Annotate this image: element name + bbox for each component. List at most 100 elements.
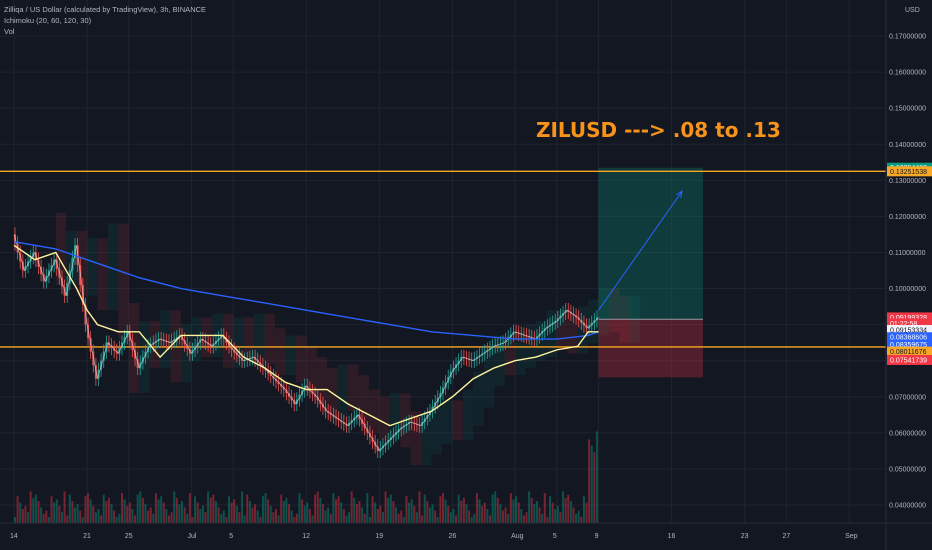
ichimoku-cloud-segment: [442, 400, 453, 444]
ichimoku-cloud-segment: [285, 335, 296, 376]
x-tick-label: Sep: [845, 533, 858, 540]
ichimoku-cloud-segment: [55, 212, 67, 285]
ichimoku-cloud-segment: [515, 331, 526, 376]
ichimoku-cloud-segment: [87, 238, 98, 296]
volume-bar: [97, 509, 100, 523]
volume-bar: [55, 499, 58, 523]
volume-bar: [543, 493, 546, 523]
volume-bar: [538, 507, 541, 523]
volume-bar: [319, 497, 322, 523]
volume-bar: [92, 505, 95, 523]
volume-bar: [564, 497, 567, 523]
volume-bar: [194, 496, 197, 523]
volume-bar: [481, 505, 484, 523]
y-tick-label: 0.05000000: [889, 466, 926, 473]
volume-bar: [183, 507, 186, 523]
volume-bar: [525, 512, 528, 523]
volume-bar: [405, 496, 408, 523]
volume-bar: [413, 505, 416, 523]
x-tick-label: 19: [375, 533, 383, 540]
volume-bar: [517, 502, 520, 523]
volume-bar: [214, 501, 217, 523]
volume-bar: [165, 509, 168, 523]
volume-bar: [201, 505, 204, 523]
volume-bar: [368, 517, 371, 523]
position-stop-zone[interactable]: [598, 319, 703, 378]
volume-bar: [68, 494, 71, 523]
volume-bar: [175, 497, 178, 523]
ichimoku-cloud-segment: [337, 364, 349, 419]
volume-bar: [107, 497, 110, 523]
position-target-zone[interactable]: [598, 167, 703, 320]
projection-arrow-line[interactable]: [598, 190, 683, 311]
volume-bar: [144, 504, 147, 523]
series-line-2[interactable]: [13, 244, 599, 427]
ichimoku-cloud-segment: [598, 288, 610, 336]
x-tick-label: 26: [448, 533, 456, 540]
volume-bar: [509, 493, 512, 523]
volume-bar: [452, 509, 455, 523]
volume-bar: [434, 510, 437, 523]
volume-bar: [562, 491, 565, 523]
y-tick-label: 0.14000000: [889, 142, 926, 149]
volume-indicator-label[interactable]: Vol: [4, 27, 15, 36]
volume-bar: [316, 491, 319, 523]
volume-bar: [569, 501, 572, 523]
volume-bar: [577, 510, 580, 523]
volume-bar: [475, 493, 478, 523]
volume-bar: [465, 504, 468, 523]
volume-bar: [415, 512, 418, 523]
volume-bar: [528, 491, 531, 523]
volume-bar: [285, 497, 288, 523]
volume-bar: [439, 496, 442, 523]
volume-bar: [444, 499, 447, 523]
y-tick-label: 0.12000000: [889, 214, 926, 221]
volume-bar: [478, 499, 481, 523]
volume-bar: [428, 507, 431, 523]
ichimoku-indicator-label[interactable]: Ichimoku (20, 60, 120, 30): [4, 16, 92, 25]
volume-bar: [431, 504, 434, 523]
currency-label[interactable]: USD: [905, 7, 920, 14]
volume-bar: [580, 517, 583, 523]
volume-bar: [288, 504, 291, 523]
symbol-title[interactable]: Zilliqa / US Dollar (calculated by Tradi…: [4, 5, 207, 14]
volume-bar: [131, 509, 134, 523]
volume-bar: [496, 497, 499, 523]
volume-bar: [332, 493, 335, 523]
ichimoku-cloud-segment: [295, 335, 307, 383]
ichimoku-cloud-segment: [379, 396, 390, 441]
volume-bar: [34, 494, 37, 523]
volume-bar: [358, 501, 361, 523]
x-tick-label: Aug: [511, 533, 524, 540]
volume-bar: [196, 502, 199, 523]
series-line-1[interactable]: [13, 240, 599, 340]
ichimoku-cloud-segment: [452, 400, 463, 441]
ichimoku-cloud-segment: [462, 389, 474, 441]
volume-bar: [335, 499, 337, 523]
volume-bar: [76, 504, 79, 523]
volume-bar: [259, 517, 262, 523]
volume-bar: [353, 497, 356, 523]
volume-bar: [290, 510, 293, 523]
volume-bar: [228, 496, 230, 523]
volume-bar: [204, 512, 207, 523]
volume-bar: [209, 497, 212, 523]
x-tick-label: 5: [229, 533, 233, 540]
volume-bar: [79, 510, 82, 523]
series-line-0[interactable]: [13, 234, 599, 452]
volume-bar: [66, 515, 69, 523]
price-badge-label: 0.08011676: [890, 349, 927, 356]
volume-bar: [100, 515, 103, 523]
volume-bar: [191, 517, 194, 523]
price-badge: [887, 339, 932, 350]
ichimoku-cloud-segment: [97, 238, 108, 311]
volume-bar: [337, 496, 340, 523]
volume-bar: [473, 513, 476, 523]
volume-bar: [559, 512, 562, 523]
price-axis[interactable]: [886, 0, 932, 550]
volume-bar: [384, 491, 387, 523]
volume-bar: [19, 502, 22, 523]
volume-bar: [181, 501, 184, 523]
y-tick-label: 0.10000000: [889, 286, 926, 293]
